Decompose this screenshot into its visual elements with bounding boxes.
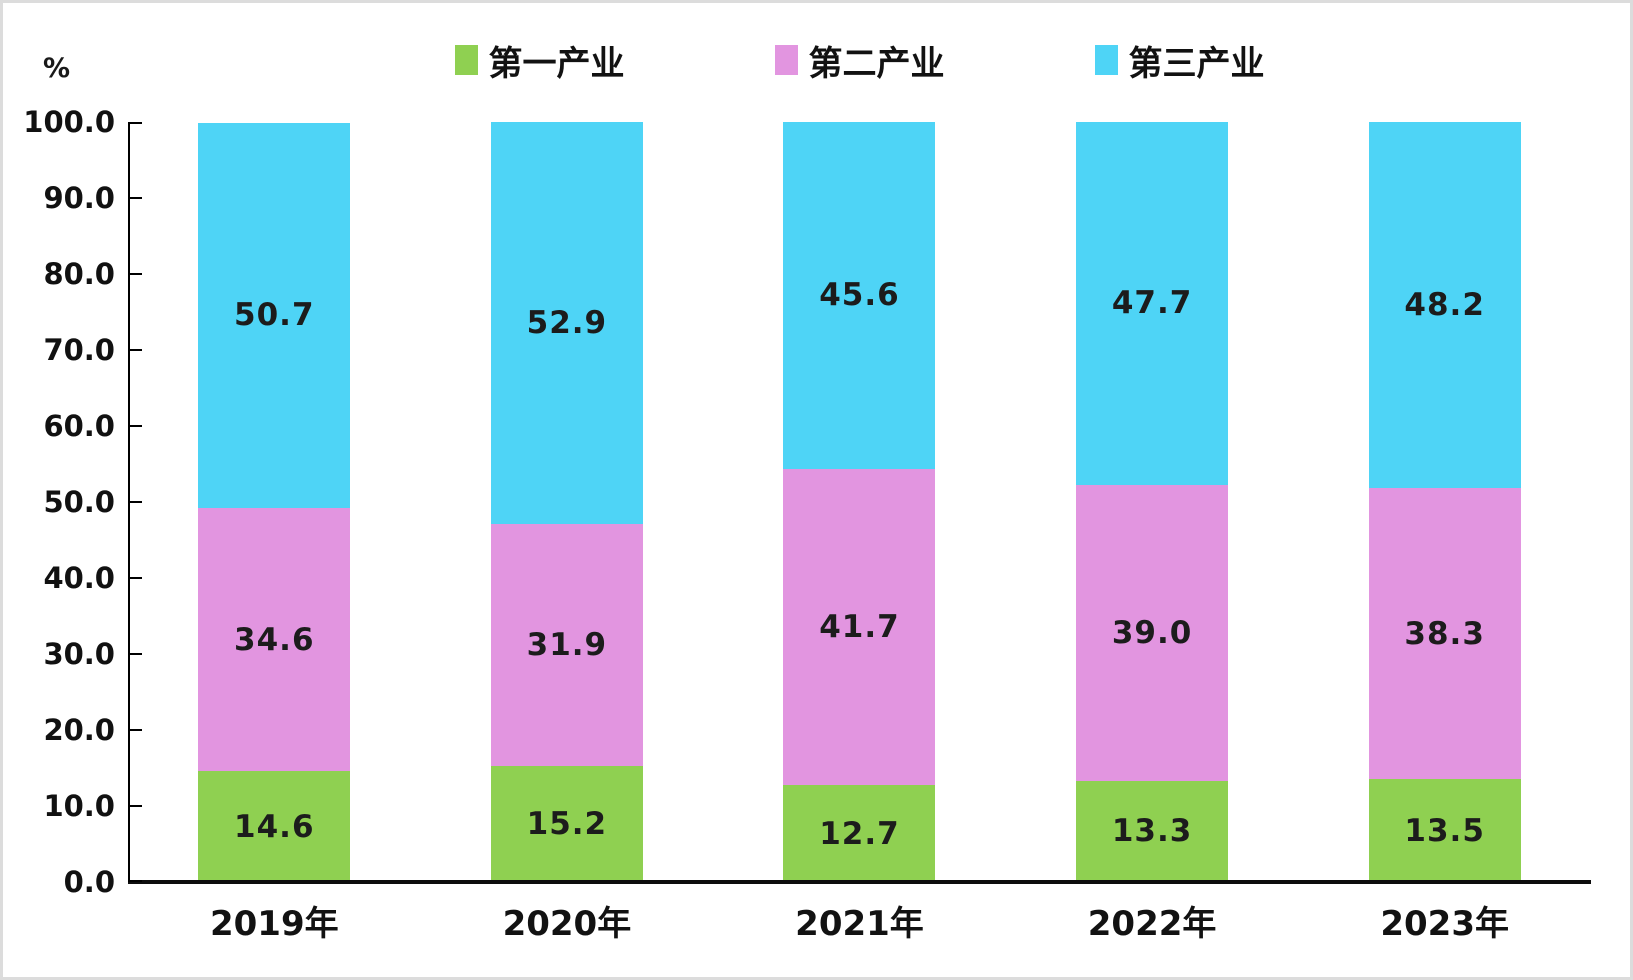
bar-segment: 41.7 [783, 468, 936, 786]
x-axis-category-label: 2020年 [502, 904, 632, 944]
y-axis-tick-label: 70.0 [43, 333, 115, 367]
y-axis-tick-label: 10.0 [43, 789, 115, 823]
y-axis-tick [128, 425, 142, 427]
data-label: 34.6 [234, 621, 315, 658]
legend-label: 第三产业 [1128, 43, 1265, 84]
y-axis-unit-label: % [43, 53, 71, 84]
y-axis-tick [128, 501, 142, 503]
stacked-bar: 48.2 38.3 13.5 [1368, 122, 1521, 882]
bar-segment: 45.6 [783, 122, 936, 469]
y-axis-tick [128, 577, 142, 579]
y-axis-tick-label: 50.0 [43, 485, 115, 519]
legend-label: 第一产业 [488, 43, 625, 84]
legend-swatch-icon [774, 45, 798, 75]
legend-swatch-icon [454, 45, 478, 75]
y-axis-tick-label: 20.0 [43, 713, 115, 747]
y-axis-tick [128, 805, 142, 807]
data-label: 12.7 [819, 815, 900, 852]
bar-slot-2023年: 48.2 38.3 13.5 [1298, 122, 1591, 882]
y-axis-tick-label: 80.0 [43, 257, 115, 291]
y-axis-tick-label: 60.0 [43, 409, 115, 443]
chart-legend: 第一产业 第二产业 第三产业 [128, 36, 1591, 85]
data-label: 45.6 [819, 277, 900, 314]
data-label: 13.3 [1111, 813, 1193, 850]
bar-slot-2019年: 50.7 34.6 14.6 [128, 122, 421, 882]
bar-segment: 34.6 [198, 508, 351, 772]
x-axis-category-label: 2023年 [1380, 904, 1509, 944]
data-label: 48.2 [1404, 287, 1485, 324]
data-label: 39.0 [1111, 614, 1193, 651]
bar-segment: 31.9 [490, 524, 643, 767]
x-axis-baseline [128, 880, 1591, 884]
bar-segment: 38.3 [1368, 488, 1521, 780]
stacked-bar: 50.7 34.6 14.6 [198, 122, 351, 882]
y-axis-tick [128, 273, 142, 275]
y-axis-tick-label: 30.0 [43, 637, 115, 671]
y-axis-tick-label: 40.0 [43, 561, 115, 595]
data-label: 38.3 [1404, 615, 1485, 652]
data-label: 50.7 [234, 297, 315, 334]
plot-area: 50.7 34.6 14.6 52.9 31.9 15.2 45.6 41.7 12.7 47.7… [128, 122, 1591, 884]
data-label: 15.2 [526, 806, 608, 843]
bar-segment: 50.7 [198, 122, 351, 509]
bar-slot-2020年: 52.9 31.9 15.2 [421, 122, 714, 882]
x-axis-labels: 2019年 2020年 2021年 2022年 2023年 [128, 896, 1591, 945]
stacked-bar: 52.9 31.9 15.2 [490, 122, 643, 882]
data-label: 14.6 [234, 808, 315, 845]
bar-segment: 13.5 [1368, 779, 1521, 882]
stacked-bar: 47.7 39.0 13.3 [1076, 122, 1229, 882]
legend-swatch-icon [1094, 45, 1118, 75]
x-axis-category-label: 2019年 [209, 904, 339, 944]
y-axis-tick-label: 100.0 [23, 105, 115, 139]
y-axis-tick [128, 122, 142, 124]
x-axis-category-label: 2021年 [795, 904, 924, 944]
data-label: 41.7 [819, 609, 900, 646]
data-label: 52.9 [526, 305, 608, 342]
data-label: 13.5 [1404, 812, 1485, 849]
data-label: 47.7 [1111, 285, 1193, 322]
y-axis-tick [128, 197, 142, 199]
bar-segment: 39.0 [1076, 484, 1229, 781]
bar-segment: 15.2 [490, 766, 643, 882]
bar-segment: 52.9 [490, 122, 643, 525]
x-axis-category-label: 2022年 [1087, 904, 1217, 944]
y-axis-tick [128, 729, 142, 731]
bar-segment: 13.3 [1076, 780, 1229, 882]
y-axis-tick [128, 880, 142, 882]
bar-segment: 47.7 [1076, 122, 1229, 485]
stacked-bar: 45.6 41.7 12.7 [783, 122, 936, 882]
bar-segment: 14.6 [198, 771, 351, 882]
bar-segment: 48.2 [1368, 122, 1521, 489]
y-axis-tick [128, 653, 142, 655]
legend-item-1: 第一产业 [454, 36, 625, 85]
legend-item-3: 第三产业 [1094, 36, 1265, 85]
y-axis-tick [128, 349, 142, 351]
y-axis-tick-label: 0.0 [63, 865, 115, 899]
bar-segment: 12.7 [783, 785, 936, 882]
bar-slot-2021年: 45.6 41.7 12.7 [713, 122, 1006, 882]
legend-item-2: 第二产业 [774, 36, 945, 85]
bar-slot-2022年: 47.7 39.0 13.3 [1006, 122, 1299, 882]
legend-label: 第二产业 [808, 43, 945, 84]
bars-container: 50.7 34.6 14.6 52.9 31.9 15.2 45.6 41.7 12.7 47.7… [128, 122, 1591, 882]
y-axis-tick-label: 90.0 [43, 181, 115, 215]
data-label: 31.9 [526, 627, 608, 664]
